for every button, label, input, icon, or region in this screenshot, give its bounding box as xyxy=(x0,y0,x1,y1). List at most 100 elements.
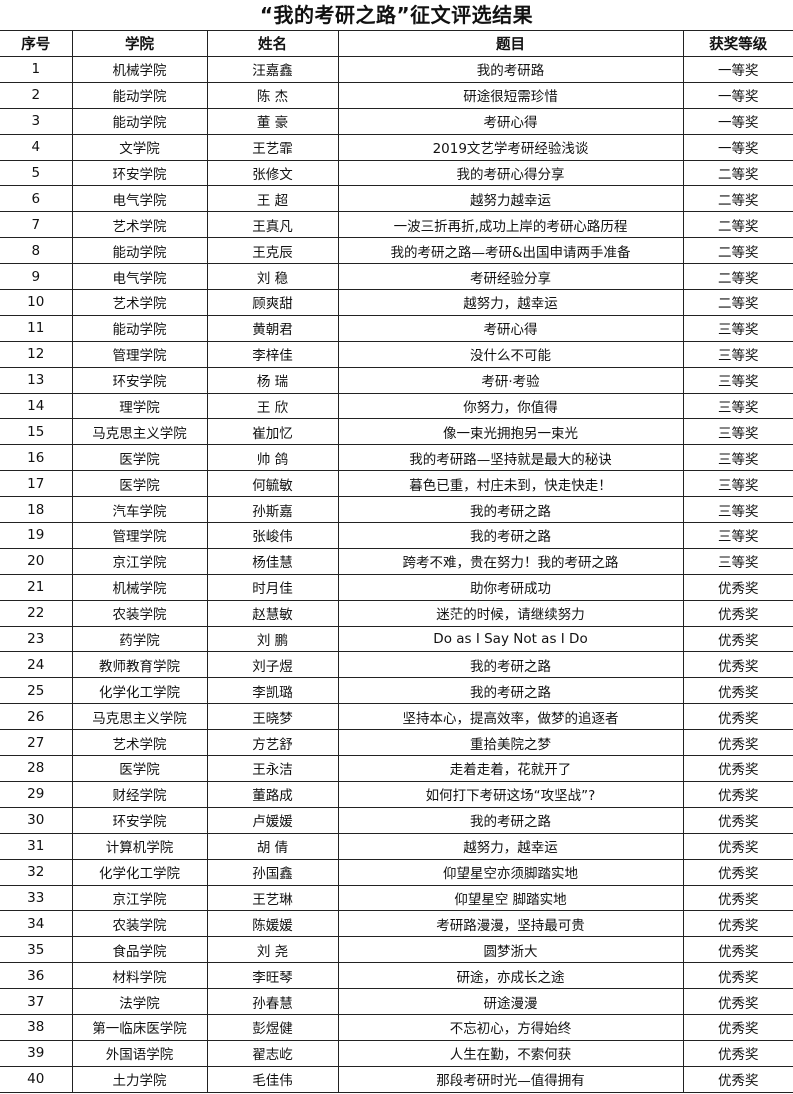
cell-index: 5 xyxy=(0,159,73,187)
cell-name: 李梓佳 xyxy=(206,340,339,368)
cell-index: 3 xyxy=(0,107,73,135)
cell-award: 优秀奖 xyxy=(682,1039,793,1067)
cell-name: 王 欣 xyxy=(206,392,339,420)
cell-title: 仰望星空 脚踏实地 xyxy=(337,884,684,912)
cell-title: 越努力，越幸运 xyxy=(337,832,684,860)
cell-index: 15 xyxy=(0,418,73,446)
cell-title: 考研路漫漫，坚持最可贵 xyxy=(337,910,684,938)
table-row: 27 艺术学院 方艺舒 重拾美院之梦 优秀奖 xyxy=(0,729,793,757)
header-name: 姓名 xyxy=(206,30,339,57)
cell-award: 二等奖 xyxy=(682,185,793,213)
cell-title: 我的考研之路—考研&出国申请两手准备 xyxy=(337,237,684,265)
cell-college: 电气学院 xyxy=(71,263,208,291)
cell-college: 法学院 xyxy=(71,988,208,1015)
cell-name: 何毓敏 xyxy=(206,470,339,498)
table-row: 23 药学院刘 鹏 Do as I Say Not as I Do 优秀奖 xyxy=(0,625,793,653)
cell-title: 走着走着，花就开了 xyxy=(337,755,684,782)
cell-title: 我的考研之路 xyxy=(337,677,684,705)
cell-college: 教师教育学院 xyxy=(71,651,208,679)
cell-index: 18 xyxy=(0,496,73,524)
table-row: 28 医学院 王永洁 走着走着，花就开了 优秀奖 xyxy=(0,755,793,782)
cell-name: 毛佳伟 xyxy=(206,1065,339,1093)
cell-award: 二等奖 xyxy=(682,263,793,291)
cell-index: 38 xyxy=(0,1013,73,1041)
cell-college: 材料学院 xyxy=(71,962,208,990)
cell-title: 我的考研路—坚持就是最大的秘诀 xyxy=(337,444,684,472)
cell-index: 28 xyxy=(0,755,73,782)
cell-title: Do as I Say Not as I Do xyxy=(337,625,684,653)
table-row: 38 第一临床医学院 彭煜健 不忘初心，方得始终 优秀奖 xyxy=(0,1013,793,1041)
cell-index: 1 xyxy=(0,56,73,83)
cell-name: 刘 尧 xyxy=(206,936,339,964)
cell-title: 考研心得 xyxy=(337,107,684,135)
cell-name: 董路成 xyxy=(206,780,339,808)
cell-index: 26 xyxy=(0,703,73,731)
table-row: 22 农装学院 赵慧敏 迷茫的时候，请继续努力 优秀奖 xyxy=(0,599,793,627)
table-row: 35 食品学院刘 尧圆梦浙大 优秀奖 xyxy=(0,936,793,964)
cell-college: 化学化工学院 xyxy=(71,858,208,886)
cell-college: 第一临床医学院 xyxy=(71,1013,208,1041)
cell-college: 电气学院 xyxy=(71,185,208,213)
cell-index: 33 xyxy=(0,884,73,912)
cell-index: 21 xyxy=(0,573,73,601)
cell-college: 艺术学院 xyxy=(71,289,208,316)
header-row: 序号 学院 姓名 题目 获奖等级 xyxy=(0,30,793,57)
cell-college: 能动学院 xyxy=(71,237,208,265)
cell-title: 我的考研之路 xyxy=(337,806,684,834)
cell-award: 优秀奖 xyxy=(682,780,793,808)
cell-college: 药学院 xyxy=(71,625,208,653)
cell-index: 36 xyxy=(0,962,73,990)
cell-college: 环安学院 xyxy=(71,806,208,834)
cell-award: 优秀奖 xyxy=(682,832,793,860)
cell-college: 财经学院 xyxy=(71,780,208,808)
cell-title: 我的考研路 xyxy=(337,56,684,83)
table-row: 13 环安学院杨 瑞考研·考验 三等奖 xyxy=(0,366,793,394)
cell-index: 23 xyxy=(0,625,73,653)
cell-award: 三等奖 xyxy=(682,392,793,420)
cell-award: 优秀奖 xyxy=(682,573,793,601)
cell-index: 37 xyxy=(0,988,73,1015)
cell-title: 我的考研之路 xyxy=(337,522,684,549)
cell-name: 汪嘉鑫 xyxy=(206,56,339,83)
cell-name: 顾爽甜 xyxy=(206,289,339,316)
cell-college: 农装学院 xyxy=(71,599,208,627)
cell-index: 35 xyxy=(0,936,73,964)
cell-index: 39 xyxy=(0,1039,73,1067)
cell-index: 29 xyxy=(0,780,73,808)
cell-title: 考研·考验 xyxy=(337,366,684,394)
cell-name: 陈媛媛 xyxy=(206,910,339,938)
cell-title: 你努力，你值得 xyxy=(337,392,684,420)
table-row: 5 环安学院 张修文 我的考研心得分享 二等奖 xyxy=(0,159,793,187)
table-row: 39 外国语学院 翟志屹 人生在勤，不索何获 优秀奖 xyxy=(0,1039,793,1067)
cell-college: 文学院 xyxy=(71,133,208,161)
cell-title: 研途很短需珍惜 xyxy=(337,81,684,109)
cell-college: 农装学院 xyxy=(71,910,208,938)
cell-index: 19 xyxy=(0,522,73,549)
cell-college: 京江学院 xyxy=(71,547,208,575)
cell-college: 能动学院 xyxy=(71,81,208,109)
table-row: 4 文学院 王艺霏 2019文艺学考研经验浅谈 一等奖 xyxy=(0,133,793,161)
cell-name: 王艺琳 xyxy=(206,884,339,912)
cell-name: 孙斯嘉 xyxy=(206,496,339,524)
table-row: 29 财经学院 董路成 如何打下考研这场“攻坚战”? 优秀奖 xyxy=(0,780,793,808)
cell-award: 一等奖 xyxy=(682,133,793,161)
table-row: 33 京江学院 王艺琳 仰望星空 脚踏实地 优秀奖 xyxy=(0,884,793,912)
cell-award: 优秀奖 xyxy=(682,884,793,912)
cell-college: 机械学院 xyxy=(71,56,208,83)
cell-title: 考研心得 xyxy=(337,314,684,342)
cell-title: 如何打下考研这场“攻坚战”? xyxy=(337,780,684,808)
cell-award: 二等奖 xyxy=(682,237,793,265)
cell-name: 彭煜健 xyxy=(206,1013,339,1041)
cell-title: 圆梦浙大 xyxy=(337,936,684,964)
cell-title: 我的考研之路 xyxy=(337,651,684,679)
cell-index: 27 xyxy=(0,729,73,757)
cell-index: 31 xyxy=(0,832,73,860)
header-award: 获奖等级 xyxy=(682,30,793,57)
cell-index: 40 xyxy=(0,1065,73,1093)
table-row: 20 京江学院 杨佳慧 跨考不难，贵在努力！我的考研之路 三等奖 xyxy=(0,547,793,575)
cell-index: 6 xyxy=(0,185,73,213)
table-row: 19 管理学院 张峻伟 我的考研之路 三等奖 xyxy=(0,522,793,549)
table-row: 30 环安学院 卢媛媛 我的考研之路 优秀奖 xyxy=(0,806,793,834)
cell-index: 13 xyxy=(0,366,73,394)
cell-name: 帅 鸽 xyxy=(206,444,339,472)
